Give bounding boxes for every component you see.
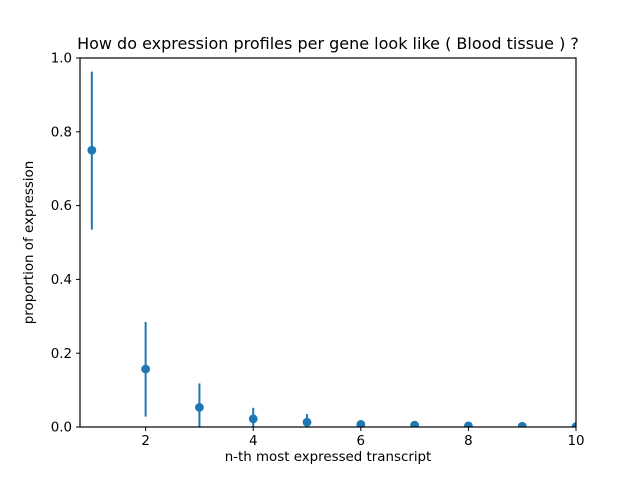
plot-background (80, 58, 576, 427)
data-point (517, 421, 527, 427)
data-point (464, 421, 473, 427)
y-tick-label: 0.0 (51, 421, 72, 436)
data-point (248, 414, 258, 424)
x-tick-label: 2 (141, 434, 150, 449)
data-point (195, 403, 204, 412)
data-point (410, 420, 420, 427)
data-point (356, 420, 366, 427)
x-tick-label: 8 (464, 434, 473, 449)
data-layer (87, 71, 576, 427)
data-point (87, 145, 97, 155)
data-point (302, 417, 312, 427)
chart-title: How do expression profiles per gene look… (77, 34, 579, 53)
y-tick-label: 0.2 (51, 347, 72, 362)
y-tick-label: 1.0 (51, 52, 72, 67)
x-tick-label: 6 (357, 434, 366, 449)
axes-box (79, 57, 577, 428)
x-axis-label: n-th most expressed transcript (225, 450, 432, 465)
y-tick-label: 0.4 (51, 273, 72, 288)
data-point (141, 364, 151, 374)
y-axis-label: proportion of expression (22, 161, 37, 324)
y-tick-label: 0.8 (51, 125, 72, 140)
x-tick-label: 4 (249, 434, 258, 449)
data-point (571, 422, 576, 427)
x-tick-label: 10 (567, 434, 584, 449)
tick-layer: 2 4 6 8 10 0.0 0.2 0.4 0.6 0.8 1.0 (51, 52, 585, 449)
y-tick-label: 0.6 (51, 199, 72, 214)
